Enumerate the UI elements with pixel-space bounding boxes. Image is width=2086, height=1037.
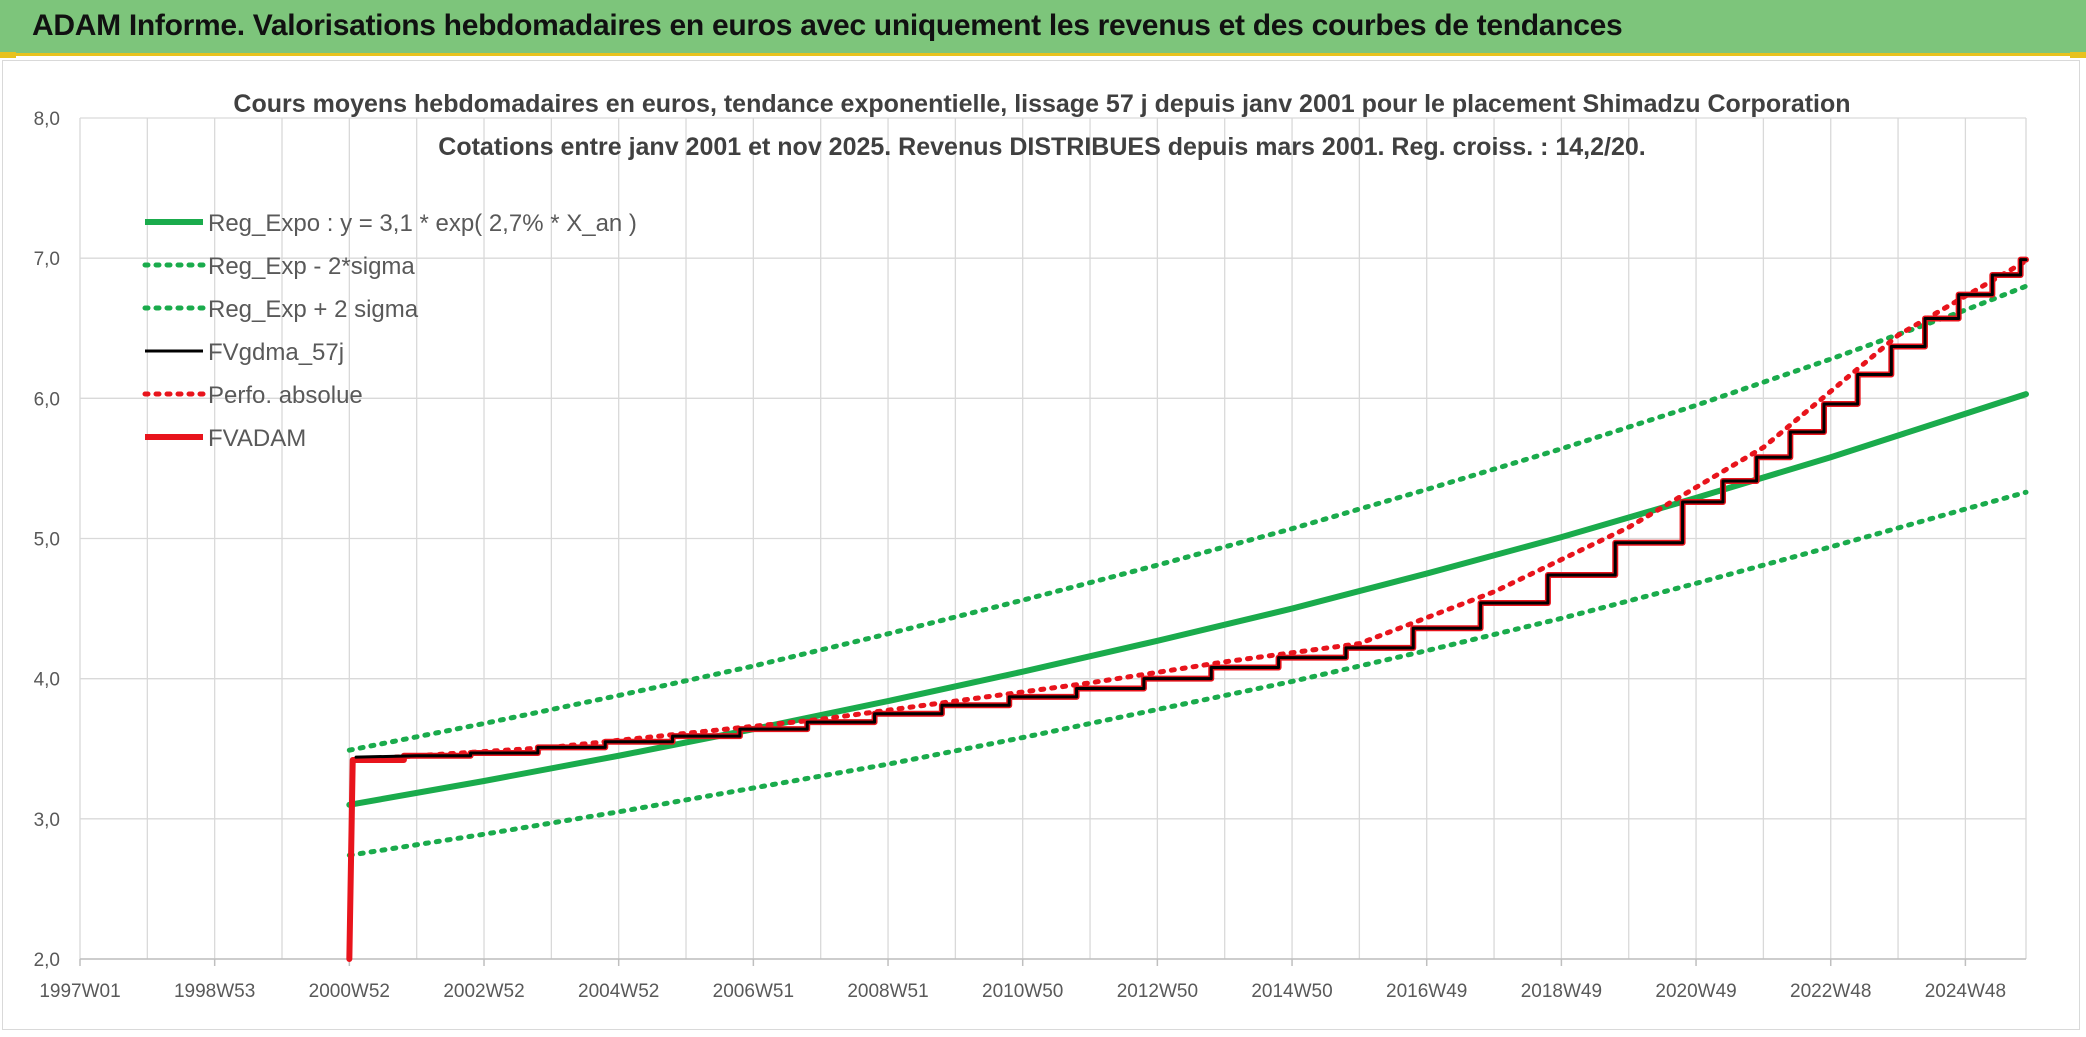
x-tick-label: 2012W50 [1117,981,1198,1002]
x-tick-label: 2018W49 [1521,981,1602,1002]
y-tick-label: 8,0 [34,109,60,130]
legend-label-fvgdma-57j: FVgdma_57j [208,339,344,366]
legend-label-perfo-absolue: Perfo. absolue [208,382,363,409]
legend-label-reg-exp-plus-2sigma: Reg_Exp + 2 sigma [208,296,419,323]
x-tick-label: 2016W49 [1386,981,1467,1002]
chart-title: Cours moyens hebdomadaires en euros, ten… [233,90,1850,118]
corner-accent-left [0,52,16,58]
corner-accent-right [2070,52,2086,58]
y-tick-label: 2,0 [34,950,60,971]
series-line-reg-exp-minus-2sigma [346,489,2029,858]
y-tick-label: 3,0 [34,810,60,831]
x-tick-label: 2014W50 [1251,981,1332,1002]
x-tick-label: 2022W48 [1790,981,1871,1002]
x-tick-label: 1997W01 [39,981,120,1002]
y-tick-label: 4,0 [34,670,60,691]
x-tick-label: 2002W52 [443,981,524,1002]
chart-subtitle: Cotations entre janv 2001 et nov 2025. R… [438,133,1645,161]
y-tick-label: 7,0 [34,249,60,270]
x-tick-label: 2000W52 [309,981,390,1002]
banner-title: ADAM Informe. Valorisations hebdomadaire… [32,9,1623,42]
series-line-reg-expo [346,391,2029,808]
y-tick-label: 6,0 [34,389,60,410]
series-line-fvgdma-57j [354,258,2028,759]
x-tick-label: 2010W50 [982,981,1063,1002]
x-tick-label: 1998W53 [174,981,255,1002]
x-tick-label: 2006W51 [713,981,794,1002]
x-tick-label: 2024W48 [1925,981,2006,1002]
legend-label-reg-exp-minus-2sigma: Reg_Exp - 2*sigma [208,253,415,280]
series-line-reg-exp-plus-2sigma [346,283,2029,753]
x-tick-label: 2008W51 [847,981,928,1002]
series-line-fvadam [346,256,2029,962]
y-tick-label: 5,0 [34,530,60,551]
x-tick-label: 2004W52 [578,981,659,1002]
series-line-perfo-absolue [346,258,2029,962]
x-tick-label: 2020W49 [1655,981,1736,1002]
legend-label-reg-expo: Reg_Expo : y = 3,1 * exp( 2,7% * X_an ) [208,210,637,237]
legend-label-fvadam: FVADAM [208,425,306,452]
header-banner: ADAM Informe. Valorisations hebdomadaire… [0,0,2086,56]
